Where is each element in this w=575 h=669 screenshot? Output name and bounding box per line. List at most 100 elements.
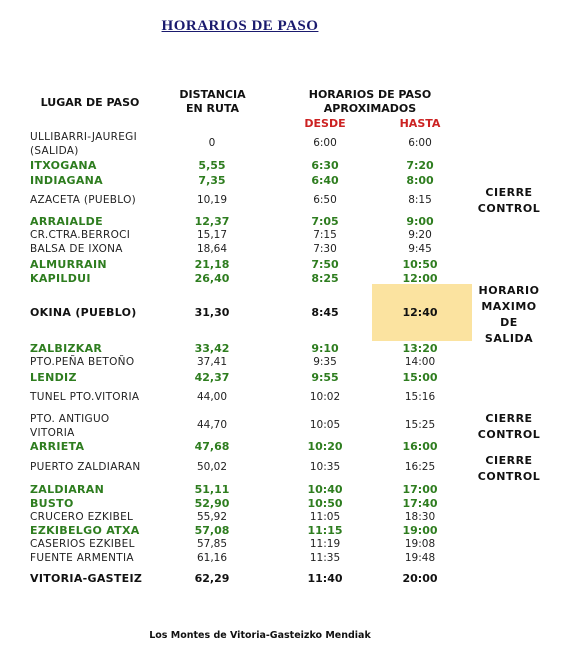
cell-place: PTO.PEÑA BETOÑO [30,356,135,368]
cell-from: 8:25 [311,272,339,285]
cell-place: ZALDIARAN [30,483,105,496]
cell-distance: 57,85 [196,538,228,550]
cell-from: 8:45 [311,306,339,319]
cell-distance: 61,16 [196,552,228,564]
cell-to: 9:20 [408,229,432,241]
cell-to: 9:45 [408,243,432,255]
max-departure-highlight [372,284,472,341]
cell-from: 10:40 [307,483,343,496]
cell-distance: 15,17 [196,229,228,241]
note-cierre-control-1: CIERRE CONTROL [477,186,541,215]
cell-place: INDIAGANA [30,174,103,187]
cell-distance: 62,29 [194,572,230,585]
cell-from: 7:15 [313,229,337,241]
cell-distance: 33,42 [194,342,230,355]
cell-place: BALSA DE IXONA [30,243,123,255]
cell-distance: 5,55 [198,159,226,172]
cell-to: 10:50 [402,258,438,271]
cell-to: 19:08 [404,538,436,550]
cell-distance: 55,92 [196,511,228,523]
cell-place: OKINA (PUEBLO) [30,306,137,319]
cell-from: 11:05 [309,511,341,523]
cell-distance: 50,02 [196,461,228,473]
cell-place: LENDIZ [30,371,77,384]
cell-from: 9:35 [313,356,337,368]
cell-distance: 0 [208,137,216,149]
cell-distance: 26,40 [194,272,230,285]
cell-to: 8:00 [406,174,434,187]
cell-to: 8:15 [408,194,432,206]
cell-to: 15:16 [404,391,436,403]
cell-from: 10:20 [307,440,343,453]
cell-distance: 31,30 [194,306,230,319]
cell-distance: 12,37 [194,215,230,228]
cell-to: 16:00 [402,440,438,453]
cell-place: PTO. ANTIGUO VITORIA [30,413,110,439]
cell-place: CASERIOS EZKIBEL [30,538,135,550]
cell-distance: 44,70 [196,419,228,431]
cell-distance: 10,19 [196,194,228,206]
cell-place: ALMURRAIN [30,258,107,271]
cell-place: ARRAIALDE [30,215,103,228]
cell-place: BUSTO [30,497,74,510]
cell-distance: 18,64 [196,243,228,255]
cell-from: 10:02 [309,391,341,403]
cell-from: 6:40 [311,174,339,187]
cell-from: 11:35 [309,552,341,564]
cell-place: AZACETA (PUEBLO) [30,194,137,206]
cell-from: 6:00 [313,137,337,149]
note-horario-maximo: HORARIO MAXIMO DE SALIDA [478,284,540,345]
cell-place: ZALBIZKAR [30,342,103,355]
cell-to: 20:00 [402,572,438,585]
cell-to: 12:40 [402,306,438,319]
cell-place: CRUCERO EZKIBEL [30,511,134,523]
cell-to: 14:00 [404,356,436,368]
cell-distance: 52,90 [194,497,230,510]
cell-distance: 47,68 [194,440,230,453]
cell-to: 9:00 [406,215,434,228]
cell-from: 10:50 [307,497,343,510]
note-cierre-control-3: CIERRE CONTROL [477,454,541,483]
cell-to: 19:00 [402,524,438,537]
cell-to: 17:40 [402,497,438,510]
cell-to: 16:25 [404,461,436,473]
cell-to: 19:48 [404,552,436,564]
cell-distance: 21,18 [194,258,230,271]
cell-from: 6:50 [313,194,337,206]
cell-to: 6:00 [408,137,432,149]
cell-place: ARRIETA [30,440,85,453]
cell-place: KAPILDUI [30,272,91,285]
cell-to: 15:00 [402,371,438,384]
cell-from: 11:40 [307,572,343,585]
cell-place: EZKIBELGO ATXA [30,524,140,537]
cell-from: 7:05 [311,215,339,228]
header-from: DESDE [304,117,346,130]
header-to: HASTA [399,117,441,130]
header-distance: DISTANCIA EN RUTA [179,88,246,115]
cell-to: 13:20 [402,342,438,355]
header-place: LUGAR DE PASO [40,96,140,109]
cell-from: 10:35 [309,461,341,473]
cell-to: 7:20 [406,159,434,172]
cell-from: 10:05 [309,419,341,431]
cell-distance: 51,11 [194,483,230,496]
cell-from: 7:30 [313,243,337,255]
footer: Los Montes de Vitoria-Gasteizko Mendiak [149,630,371,641]
cell-distance: 57,08 [194,524,230,537]
cell-place: VITORIA-GASTEIZ [30,572,143,585]
cell-place: CR.CTRA.BERROCI [30,229,131,241]
cell-from: 9:10 [311,342,339,355]
cell-to: 18:30 [404,511,436,523]
cell-place: ITXOGANA [30,159,97,172]
cell-to: 17:00 [402,483,438,496]
cell-from: 7:50 [311,258,339,271]
cell-distance: 44,00 [196,391,228,403]
header-schedule: HORARIOS DE PASO APROXIMADOS [308,88,432,115]
cell-from: 9:55 [311,371,339,384]
cell-distance: 7,35 [198,174,226,187]
cell-place: PUERTO ZALDIARAN [30,461,141,473]
cell-place: TUNEL PTO.VITORIA [30,391,140,403]
cell-place: ULLIBARRI-JAUREGI (SALIDA) [30,131,137,157]
cell-to: 12:00 [402,272,438,285]
cell-place: FUENTE ARMENTIA [30,552,134,564]
